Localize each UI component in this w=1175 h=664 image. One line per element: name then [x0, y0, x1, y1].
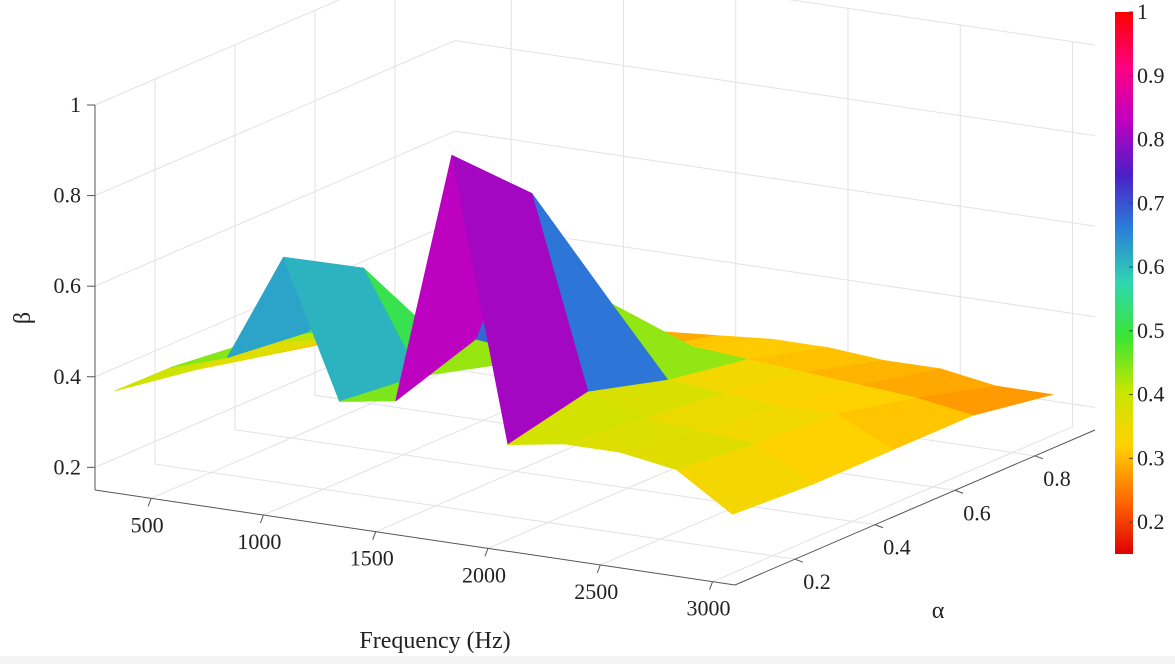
colorbar-tick-label: 0.8 — [1137, 127, 1165, 152]
y-tick-mark — [794, 558, 804, 563]
colorbar-tick-label: 0.9 — [1137, 63, 1165, 88]
z-tick-label: 1 — [70, 92, 81, 117]
x-tick-mark — [596, 564, 601, 574]
grid-line — [94, 40, 456, 197]
x-axis-ticks: 500 1000 1500 2000 2500 3000 — [131, 498, 731, 621]
axis-line — [94, 489, 736, 586]
z-tick-label: 0.4 — [54, 364, 82, 389]
grid-line — [454, 130, 1096, 227]
grid-line — [94, 130, 456, 287]
x-tick-label: 2000 — [462, 562, 506, 587]
colorbar-tick-label: 0.6 — [1137, 254, 1165, 279]
x-tick-mark — [484, 548, 489, 557]
surface-patch — [676, 443, 813, 515]
x-tick-mark — [709, 581, 714, 590]
z-axis-label: β — [10, 312, 36, 324]
colorbar-tick-label: 0.5 — [1137, 318, 1165, 343]
grid-line — [94, 0, 341, 106]
grid-line — [788, 0, 1096, 46]
colorbar-ticks: 0.2 0.3 0.4 0.5 0.6 0.7 0.8 0.9 1 — [1129, 0, 1165, 534]
y-axis-label: α — [932, 598, 945, 624]
y-tick-label: 0.8 — [1043, 466, 1071, 491]
colorbar: 0.2 0.3 0.4 0.5 0.6 0.7 0.8 0.9 1 — [1115, 0, 1165, 554]
z-tick-label: 0.6 — [54, 273, 82, 298]
surface-mesh — [114, 154, 1053, 515]
y-tick-mark — [954, 489, 964, 494]
y-tick-label: 0.6 — [963, 500, 991, 525]
colorbar-gradient — [1115, 12, 1133, 554]
y-axis-ticks: 0.2 0.4 0.6 0.8 — [794, 455, 1071, 594]
x-tick-label: 500 — [131, 512, 164, 537]
colorbar-tick-label: 0.2 — [1137, 509, 1165, 534]
y-tick-label: 0.2 — [803, 569, 831, 594]
y-tick-mark — [1034, 455, 1044, 460]
x-tick-label: 1500 — [350, 546, 394, 571]
z-axis-ticks: 0.2 0.4 0.6 0.8 1 — [54, 92, 95, 479]
x-tick-mark — [259, 514, 264, 524]
colorbar-tick-label: 1 — [1137, 0, 1148, 24]
x-tick-label: 3000 — [687, 596, 731, 621]
grid-line — [234, 429, 876, 526]
y-tick-mark — [874, 524, 884, 529]
z-tick-label: 0.8 — [54, 183, 82, 208]
x-axis-label: Frequency (Hz) — [359, 628, 510, 654]
colorbar-tick-label: 0.3 — [1137, 445, 1165, 470]
grid-line — [454, 40, 1096, 137]
bottom-strip — [0, 656, 1175, 664]
z-tick-label: 0.2 — [54, 454, 82, 479]
x-tick-label: 1000 — [237, 529, 281, 554]
x-tick-label: 2500 — [574, 579, 618, 604]
colorbar-tick-label: 0.4 — [1137, 382, 1165, 407]
y-tick-label: 0.4 — [883, 535, 911, 560]
grid-line — [154, 463, 796, 560]
x-tick-mark — [372, 531, 377, 540]
x-tick-mark — [147, 498, 152, 507]
colorbar-tick-label: 0.7 — [1137, 190, 1165, 215]
